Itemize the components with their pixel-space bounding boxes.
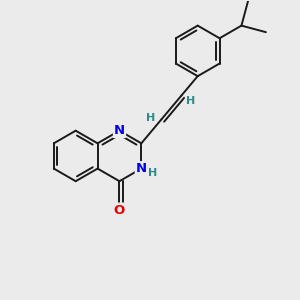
Text: N: N	[114, 124, 125, 137]
Text: O: O	[114, 203, 125, 217]
Text: H: H	[148, 168, 157, 178]
Text: H: H	[146, 113, 156, 123]
Text: N: N	[136, 162, 147, 175]
Text: H: H	[186, 96, 195, 106]
